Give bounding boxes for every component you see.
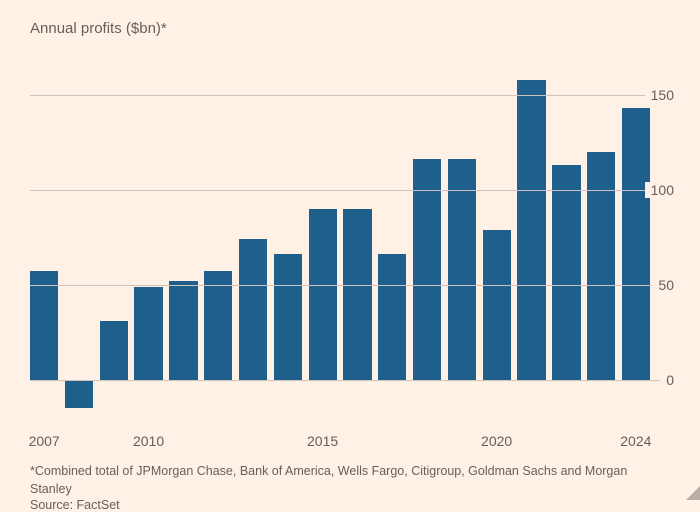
x-tick-label: 2010: [133, 433, 164, 449]
grid-line: [30, 95, 670, 96]
chart-footnote: *Combined total of JPMorgan Chase, Bank …: [30, 463, 670, 498]
bar: [378, 254, 406, 379]
bar: [169, 281, 197, 380]
bar: [448, 159, 476, 379]
bar: [413, 159, 441, 379]
bar-slot: [239, 57, 267, 427]
grid-line: [30, 285, 670, 286]
x-tick-label: 2015: [307, 433, 338, 449]
x-tick-label: 2020: [481, 433, 512, 449]
bar-slot: [100, 57, 128, 427]
bar: [309, 209, 337, 380]
bar-slot: [448, 57, 476, 427]
grid-line: [30, 380, 670, 381]
x-tick-label: 2007: [29, 433, 60, 449]
x-axis-labels: 2007 2010 2015 2020 2024: [30, 433, 650, 453]
bar-slot: [309, 57, 337, 427]
bar: [65, 380, 93, 408]
bar-slot: [134, 57, 162, 427]
y-tick-label: 100: [645, 182, 674, 198]
bar: [552, 165, 580, 379]
chart-container: Annual profits ($bn)* 050100150 20072010…: [0, 0, 700, 500]
bar-slot: [204, 57, 232, 427]
plot-area: 050100150: [30, 57, 670, 427]
bars-group: [30, 57, 650, 427]
bar-slot: [30, 57, 58, 427]
bar-slot: [65, 57, 93, 427]
x-tick-label: 2024: [620, 433, 651, 449]
y-tick-label: 0: [660, 372, 674, 388]
bar: [274, 254, 302, 379]
bar: [343, 209, 371, 380]
chart-subtitle: Annual profits ($bn)*: [30, 20, 670, 37]
bar-slot: [343, 57, 371, 427]
bar: [100, 321, 128, 380]
bar: [30, 271, 58, 379]
bar: [239, 239, 267, 379]
bar: [134, 287, 162, 380]
bar-slot: [169, 57, 197, 427]
bar-slot: [413, 57, 441, 427]
bar: [204, 271, 232, 379]
bar: [587, 152, 615, 380]
bar: [483, 230, 511, 380]
bar-slot: [274, 57, 302, 427]
bar-slot: [517, 57, 545, 427]
grid-line: [30, 190, 670, 191]
chart-source: Source: FactSet: [30, 498, 670, 512]
y-tick-label: 50: [652, 277, 674, 293]
bar: [622, 108, 650, 379]
y-tick-label: 150: [645, 87, 674, 103]
bar-slot: [378, 57, 406, 427]
bar-slot: [622, 57, 650, 427]
bar-slot: [552, 57, 580, 427]
resize-corner-icon: [686, 486, 700, 500]
bar: [517, 80, 545, 380]
bar-slot: [483, 57, 511, 427]
bar-slot: [587, 57, 615, 427]
